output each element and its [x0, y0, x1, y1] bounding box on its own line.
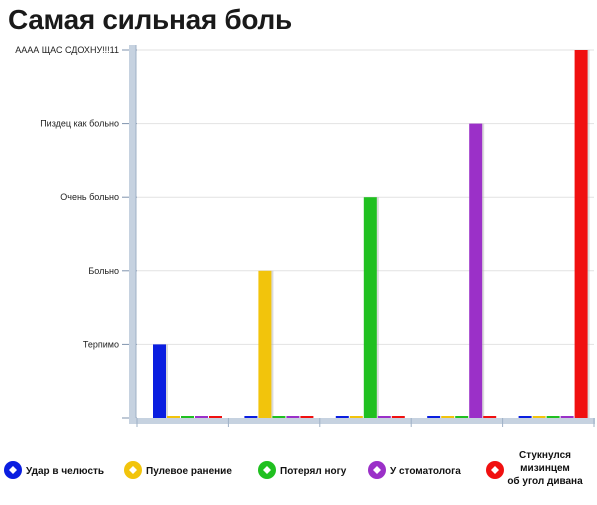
bar-zero [483, 416, 497, 418]
bar-zero [167, 416, 180, 418]
legend-marker-diamond [9, 466, 17, 474]
legend-label: Потерял ногу [280, 466, 347, 477]
bar-zero [209, 416, 222, 418]
bar [363, 197, 377, 418]
bar-zero [335, 416, 349, 418]
bar [258, 270, 272, 418]
bar-zero [300, 416, 314, 418]
bar-zero [518, 416, 532, 418]
legend-marker-diamond [129, 466, 137, 474]
legend-label: У стоматолога [390, 466, 461, 477]
bar-zero [181, 416, 194, 418]
legend-label: об угол дивана [507, 475, 583, 487]
bar-zero [427, 416, 441, 418]
bar-zero [441, 416, 455, 418]
bar-zero [391, 416, 405, 418]
legend-marker-diamond [491, 466, 499, 474]
bar [574, 50, 588, 418]
y-tick-label: Больно [88, 266, 119, 276]
y-tick-label: АААА ЩАС СДОХНУ!!!11 [15, 45, 119, 55]
legend-label: Стукнулся [519, 450, 571, 461]
bar [469, 123, 483, 418]
y-tick-label: Очень больно [60, 192, 119, 202]
bar [153, 344, 166, 418]
y-tick-label: Пиздец как больно [40, 119, 119, 129]
bar-zero [272, 416, 286, 418]
chart-title: Самая сильная боль [8, 4, 292, 35]
bar-zero [244, 416, 258, 418]
legend-marker-diamond [263, 466, 271, 474]
legend-label: Удар в челюсть [26, 466, 104, 477]
bar-zero [560, 416, 574, 418]
bar-zero [286, 416, 300, 418]
bar-zero [455, 416, 469, 418]
legend-label: мизинцем [520, 463, 570, 474]
y-axis-wall [129, 45, 136, 423]
bar-zero [349, 416, 363, 418]
legend-marker-diamond [373, 466, 381, 474]
x-axis-floor [129, 418, 595, 424]
bar-zero [195, 416, 208, 418]
bar-zero [532, 416, 546, 418]
legend-label: Пулевое ранение [146, 466, 232, 477]
y-tick-label: Терпимо [83, 339, 119, 349]
bar-zero [546, 416, 560, 418]
bar-zero [377, 416, 391, 418]
